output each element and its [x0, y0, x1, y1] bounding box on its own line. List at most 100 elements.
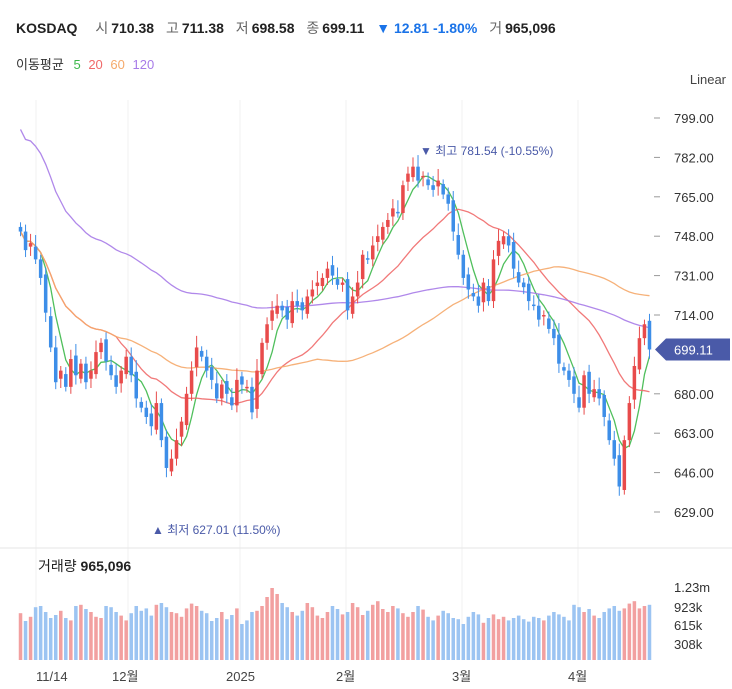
- candle-body: [109, 364, 113, 376]
- y-tick-label: 680.00: [674, 387, 714, 402]
- current-price-tag: [655, 338, 730, 361]
- candle-body: [406, 173, 410, 182]
- low-label: 저: [235, 20, 249, 36]
- volume-bar: [521, 619, 526, 660]
- candle-body: [401, 185, 405, 214]
- volume-bar: [391, 606, 395, 660]
- high-annotation: ▼ 최고 781.54 (-10.55%): [420, 144, 553, 158]
- ma-5-label: 5: [73, 57, 81, 72]
- volume-bar: [365, 610, 370, 660]
- candle-body: [149, 413, 154, 427]
- moving-average-legend[interactable]: 이동평균 5 20 60 120: [16, 54, 160, 73]
- candle-body: [119, 370, 123, 384]
- change-arrow-icon: ▼: [376, 20, 391, 36]
- volume-bar: [159, 603, 164, 660]
- candle-body: [169, 458, 174, 472]
- volume-bar: [582, 612, 586, 660]
- candle-body: [59, 370, 63, 379]
- candle-body: [647, 320, 652, 350]
- candle-body: [436, 180, 440, 187]
- volume-bar: [476, 614, 481, 660]
- volume-bar: [431, 620, 435, 660]
- volume-tick-label: 1.23m: [674, 580, 710, 595]
- volume-bar: [23, 621, 28, 660]
- volume-bar: [280, 603, 284, 660]
- candle-body: [139, 401, 144, 408]
- volume-bar: [38, 606, 43, 660]
- volume-bar: [199, 610, 204, 660]
- volume-bar: [552, 612, 556, 660]
- candle-body: [426, 179, 430, 186]
- volume-bar: [59, 610, 63, 660]
- candle-body: [315, 282, 320, 287]
- volume-bar: [330, 606, 335, 660]
- volume-bar: [587, 609, 591, 660]
- candle-body: [542, 315, 546, 317]
- volume-bar: [28, 616, 33, 660]
- low-value: 698.58: [251, 20, 295, 36]
- candle-body: [275, 305, 279, 314]
- candle-body: [164, 436, 169, 468]
- candle-body: [577, 397, 581, 408]
- candle-body: [64, 374, 68, 387]
- high-label: 고: [165, 20, 179, 36]
- volume-bar: [416, 606, 420, 660]
- volume-bar: [134, 606, 139, 660]
- ma-5-line: [19, 175, 651, 450]
- volume-bar: [164, 607, 169, 660]
- candle-body: [547, 318, 551, 329]
- candle-body: [567, 370, 571, 380]
- scale-mode-button[interactable]: Linear: [689, 72, 726, 87]
- y-tick-label: 629.00: [674, 505, 714, 520]
- candle-body: [526, 283, 531, 302]
- volume-bar: [562, 616, 566, 660]
- volume-bar: [265, 597, 269, 660]
- candle-body: [74, 355, 78, 376]
- volume-bar: [607, 608, 611, 660]
- candle-body: [456, 235, 461, 255]
- volume-bar: [602, 612, 606, 660]
- candle-body: [18, 226, 23, 232]
- y-tick-label: 765.00: [674, 190, 714, 205]
- candle-body: [345, 279, 350, 311]
- candle-body: [496, 240, 501, 256]
- y-tick-label: 748.00: [674, 229, 714, 244]
- volume-bar: [632, 601, 637, 660]
- candle-body: [376, 236, 380, 242]
- volume-panel-value: 965,096: [80, 558, 132, 574]
- change-value: 12.81: [394, 20, 430, 36]
- volume-bar: [637, 608, 642, 660]
- candle-body: [360, 254, 365, 280]
- volume-bar: [250, 612, 254, 660]
- candle-body: [365, 258, 370, 260]
- volume-bar: [441, 610, 445, 660]
- volume-bar: [255, 610, 259, 660]
- candle-body: [134, 371, 139, 399]
- volume-bar: [622, 608, 627, 660]
- volume-bar: [491, 614, 496, 660]
- candle-body: [421, 175, 425, 178]
- volume-bar: [48, 618, 53, 660]
- volume-bar: [617, 610, 622, 660]
- candle-body: [471, 292, 476, 297]
- x-tick-label: 12월: [112, 669, 138, 684]
- candle-body: [381, 226, 385, 240]
- volume-bar: [109, 607, 113, 660]
- candle-body: [627, 403, 632, 441]
- volume-bar: [577, 607, 581, 660]
- candle-body: [506, 236, 511, 246]
- volume-bar: [43, 612, 48, 660]
- candle-body: [370, 245, 375, 260]
- ma-60-label: 60: [110, 57, 125, 72]
- candle-body: [179, 421, 184, 437]
- volume-bar: [557, 614, 561, 660]
- candle-body: [38, 259, 43, 278]
- volume-bar: [174, 613, 179, 660]
- high-value: 711.38: [181, 20, 224, 36]
- y-tick-label: 799.00: [674, 111, 714, 126]
- volume-bar: [325, 612, 330, 660]
- candle-body: [391, 208, 395, 217]
- candle-body: [622, 440, 627, 490]
- volume-bar: [335, 609, 340, 660]
